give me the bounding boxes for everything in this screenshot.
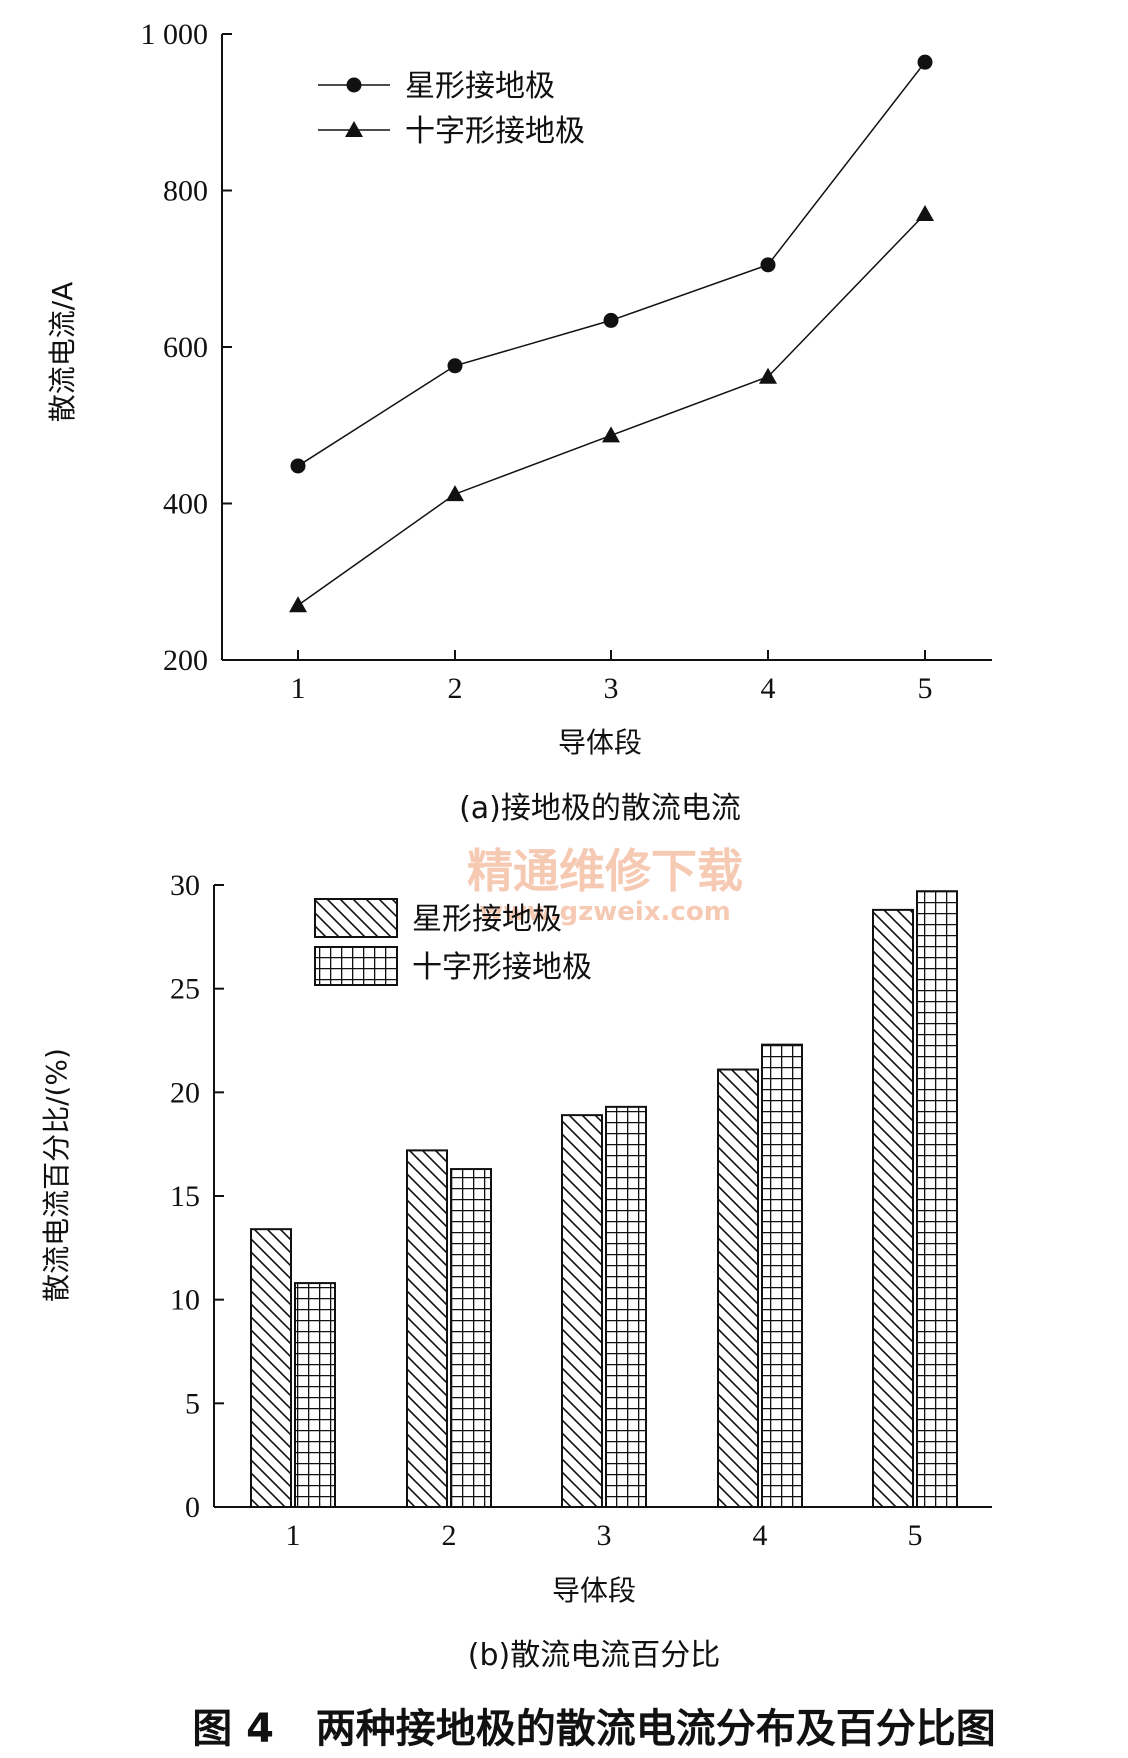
y-tick-label: 5 (185, 1387, 200, 1420)
x-tick-label: 5 (908, 1519, 923, 1552)
data-point-triangle (446, 485, 464, 502)
series-line-2 (297, 213, 926, 606)
y-tick-label: 1 000 (141, 18, 209, 51)
bar-series-2-segment-4 (761, 1043, 803, 1508)
legend-label: 星形接地极 (405, 69, 555, 104)
y-tick-label: 20 (170, 1076, 200, 1109)
line-chart-x-ticks: 1 2 3 4 5 (291, 650, 933, 705)
bar-series-2-segment-2 (450, 1168, 492, 1508)
legend-label: 星形接地极 (412, 902, 562, 937)
x-tick-label: 2 (448, 672, 463, 705)
legend-marker-triangle (345, 121, 363, 137)
bar-chart-x-axis-label: 导体段 (552, 1574, 636, 1607)
figure-title: 图 4 两种接地极的散流电流分布及百分比图 (192, 1706, 996, 1752)
y-tick-label: 200 (163, 644, 208, 677)
series-line-1 (297, 61, 926, 467)
bar-chart-y-axis-label: 散流电流百分比/(%) (40, 1048, 73, 1302)
data-point-triangle (602, 426, 620, 443)
line-chart-series (289, 54, 934, 613)
data-point-circle (917, 54, 933, 70)
y-tick-label: 10 (170, 1284, 200, 1317)
legend-marker-circle (346, 77, 362, 93)
y-tick-label: 400 (163, 488, 208, 521)
x-tick-label: 1 (291, 672, 306, 705)
bar-chart-bars (250, 890, 958, 1509)
bar-series-1-segment-3 (561, 1114, 603, 1508)
line-chart-caption: (a)接地极的散流电流 (459, 791, 741, 826)
x-tick-label: 5 (918, 672, 933, 705)
x-tick-label: 4 (753, 1519, 768, 1552)
bar-chart-caption: (b)散流电流百分比 (468, 1638, 720, 1673)
legend-label: 十字形接地极 (405, 114, 585, 149)
bar-series-1-segment-1 (250, 1228, 292, 1508)
data-point-triangle (289, 596, 307, 613)
y-tick-label: 15 (170, 1180, 200, 1213)
data-point-circle (447, 358, 463, 374)
y-tick-label: 25 (170, 973, 200, 1006)
x-tick-label: 3 (597, 1519, 612, 1552)
x-tick-label: 4 (761, 672, 776, 705)
bar-series-2-segment-1 (294, 1282, 336, 1508)
line-chart-y-axis-label: 散流电流/A (46, 282, 79, 423)
legend-label: 十字形接地极 (412, 950, 592, 985)
bar-chart-y-ticks: 0 5 10 15 20 25 30 (170, 869, 224, 1524)
data-point-triangle (916, 204, 934, 221)
watermark-text: 精通维修下载 (467, 844, 743, 898)
line-chart-x-axis-label: 导体段 (558, 726, 642, 759)
bar-series-1-segment-5 (872, 908, 914, 1508)
x-tick-label: 3 (604, 672, 619, 705)
bar-chart-x-ticks: 1 2 3 4 5 (286, 1519, 923, 1552)
y-tick-label: 0 (185, 1491, 200, 1524)
data-point-triangle (759, 367, 777, 384)
y-tick-label: 600 (163, 331, 208, 364)
x-tick-label: 2 (442, 1519, 457, 1552)
line-chart-y-ticks: 200 400 600 800 1 000 (141, 18, 232, 677)
data-point-circle (760, 257, 776, 273)
y-tick-label: 30 (170, 869, 200, 902)
x-tick-label: 1 (286, 1519, 301, 1552)
data-point-circle (603, 312, 619, 328)
data-point-circle (290, 458, 306, 474)
bar-series-2-segment-5 (916, 890, 958, 1508)
bar-series-1-segment-2 (406, 1149, 448, 1509)
y-tick-label: 800 (163, 175, 208, 208)
watermark-url: www.gzweix.com (479, 897, 731, 927)
legend-swatch (314, 946, 398, 986)
bar-series-2-segment-3 (605, 1105, 647, 1508)
legend-swatch (314, 898, 398, 938)
line-chart-axes (221, 34, 992, 661)
bar-series-1-segment-4 (717, 1068, 759, 1508)
